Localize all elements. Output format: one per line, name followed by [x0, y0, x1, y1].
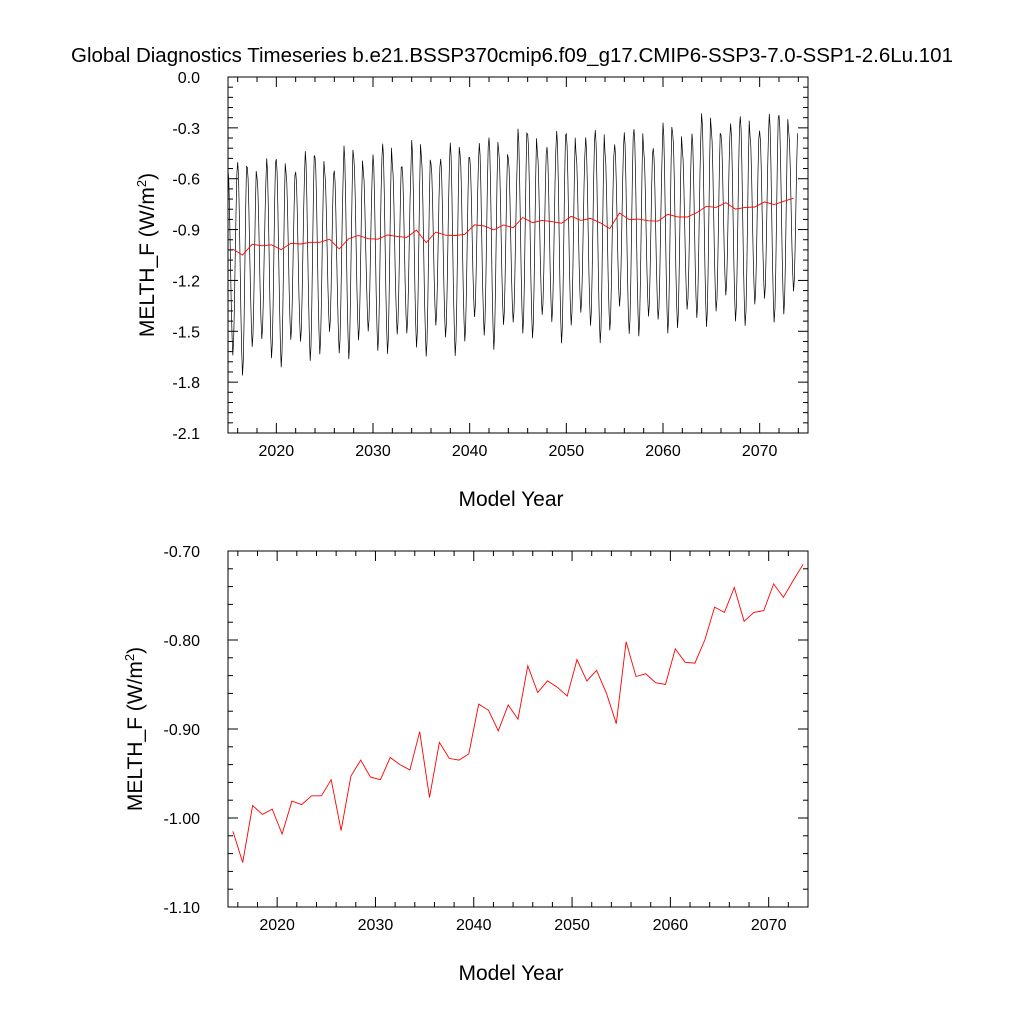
- top-y-tick-label: -0.9: [172, 223, 200, 240]
- top-series-group: [227, 113, 798, 376]
- bottom-y-tick-label: -0.70: [164, 544, 201, 561]
- top-x-axis-label: Model Year: [458, 488, 563, 511]
- top-series-monthly: [227, 113, 798, 376]
- top-panel: 2020 2030 2040 2050 2060 2070 0.0 -0.3 -0.6 -0.9 -…: [134, 70, 809, 511]
- bottom-y-tick-label: -0.80: [164, 633, 201, 650]
- bottom-y-tick-label: -1.00: [164, 811, 201, 828]
- bottom-series-group: [232, 564, 804, 863]
- bottom-y-axis-label-sup: 2: [122, 654, 137, 661]
- top-y-axis-label: MELTH_F (W/m2): [134, 173, 159, 337]
- top-y-axis-label-sup: 2: [134, 180, 149, 187]
- top-y-tick-label: -1.5: [172, 324, 200, 341]
- bottom-y-tick-label: -0.90: [164, 722, 201, 739]
- bottom-tick-group: 2020 2030 2040 2050 2060 2070 -0.70 -0.80 -0.90 -…: [164, 544, 809, 934]
- bottom-y-axis-label-main: MELTH_F (W/m: [124, 661, 147, 811]
- bottom-x-tick-label: 2070: [751, 917, 787, 934]
- bottom-series-annual-mean: [232, 564, 804, 863]
- top-y-tick-label: -0.6: [172, 172, 200, 189]
- figure-title: Global Diagnostics Timeseries b.e21.BSSP…: [71, 44, 953, 67]
- bottom-x-tick-label: 2020: [259, 917, 295, 934]
- top-y-tick-label: -2.1: [172, 426, 200, 443]
- top-y-tick-label: -1.8: [172, 375, 200, 392]
- bottom-x-tick-label: 2030: [358, 917, 394, 934]
- top-y-axis-label-close: ): [136, 173, 159, 180]
- top-plot-frame: [227, 76, 809, 434]
- top-x-tick-label: 2050: [549, 443, 585, 460]
- top-x-tick-label: 2060: [645, 443, 681, 460]
- bottom-x-tick-label: 2060: [653, 917, 689, 934]
- top-y-tick-label: 0.0: [178, 70, 200, 87]
- top-x-tick-label: 2020: [259, 443, 295, 460]
- top-y-axis-label-main: MELTH_F (W/m: [136, 187, 159, 337]
- bottom-x-tick-label: 2040: [456, 917, 492, 934]
- top-tick-group: 2020 2030 2040 2050 2060 2070 0.0 -0.3 -0.6 -0.9 -…: [172, 70, 808, 460]
- bottom-x-axis-label: Model Year: [458, 962, 563, 985]
- bottom-x-tick-label: 2050: [554, 917, 590, 934]
- top-series-annual-mean: [232, 197, 794, 256]
- top-y-tick-label: -1.2: [172, 273, 200, 290]
- top-x-tick-label: 2070: [742, 443, 778, 460]
- bottom-plot-frame: [227, 550, 809, 908]
- bottom-y-tick-label: -1.10: [164, 900, 201, 917]
- bottom-y-axis-label: MELTH_F (W/m2): [122, 647, 147, 811]
- top-x-tick-label: 2030: [355, 443, 391, 460]
- top-y-tick-label: -0.3: [172, 121, 200, 138]
- top-x-tick-label: 2040: [452, 443, 488, 460]
- bottom-y-axis-label-close: ): [124, 647, 147, 654]
- bottom-panel: 2020 2030 2040 2050 2060 2070 -0.70 -0.80 -0.90 -…: [122, 544, 809, 985]
